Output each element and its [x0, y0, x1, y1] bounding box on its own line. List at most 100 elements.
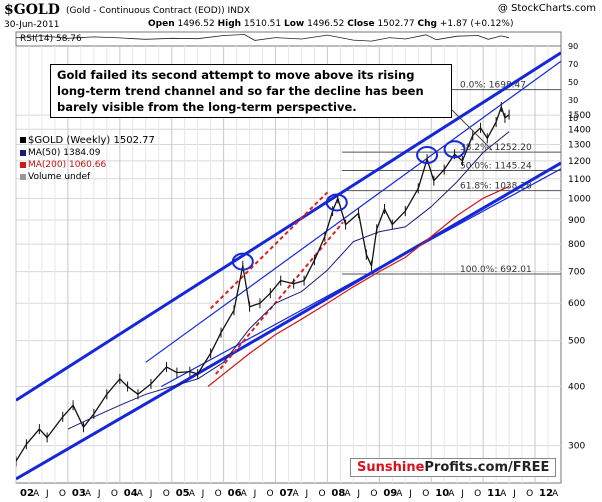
x-tick-label: A [396, 489, 403, 499]
rsi-value: 58.76 [55, 34, 82, 44]
quote-summary: Open 1496.52 High 1510.51 Low 1496.52 Cl… [148, 19, 513, 29]
stockcharts-brand: @ StockCharts.com [497, 3, 596, 14]
x-tick-label: O [526, 489, 533, 499]
ma50-line [67, 131, 510, 430]
chg-label: Chg [417, 19, 437, 29]
x-tick-label: 07 [280, 488, 294, 499]
high-value: 1510.51 [243, 19, 282, 29]
chart-date: 30-Jun-2011 [4, 20, 60, 30]
highlight-circle [443, 140, 466, 159]
chart-subtitle: (Gold - Continuous Contract (EOD)) INDX [66, 6, 251, 16]
trend-channel-line [161, 168, 561, 388]
channel-layer [16, 51, 561, 481]
x-tick-label: A [137, 489, 144, 499]
y-tick-label: 600 [568, 299, 585, 309]
rsi-tick-label: 30 [568, 96, 578, 105]
y-tick-label: 800 [568, 240, 585, 250]
x-tick-label: J [460, 489, 464, 499]
x-tick-label: A [448, 489, 455, 499]
x-tick-label: O [474, 489, 481, 499]
open-label: Open [148, 19, 175, 29]
highlight-circle [325, 193, 348, 212]
price-line [16, 106, 510, 462]
x-tick-label: 11 [487, 488, 501, 499]
highlight-layer [231, 140, 466, 271]
x-tick-label: A [552, 489, 559, 499]
y-tick-label: 1200 [568, 157, 591, 167]
axis-layer: 300 400 500 600 700 800 900 1000 1100 1200 1300 140… [20, 42, 591, 499]
chg-value: +1.87 (+0.12%) [439, 19, 514, 29]
x-tick-label: J [253, 489, 257, 499]
y-tick-label: 1400 [568, 125, 591, 135]
rsi-tick-label: 50 [568, 78, 578, 87]
y-tick-label: 700 [568, 268, 585, 278]
x-tick-label: 04 [124, 488, 138, 499]
fib-level-label: 100.0%: 692.01 [460, 265, 532, 275]
low-label: Low [284, 19, 305, 29]
x-tick-label: 09 [383, 488, 397, 499]
rsi-tick-label: 90 [568, 42, 578, 51]
watermark-sunshine: Sunshine [357, 460, 425, 475]
sunshine-watermark[interactable]: SunshineProfits.com/FREE [350, 458, 557, 477]
watermark-profits: Profits.com/FREE [424, 460, 550, 475]
x-tick-label: O [163, 489, 170, 499]
grid-lines [15, 46, 561, 483]
trend-channel-line [145, 60, 561, 363]
open-value: 1496.52 [177, 19, 215, 29]
trend-channel-line [16, 51, 561, 402]
rsi-name: RSI(14) [20, 34, 54, 44]
y-tick-label: 1000 [568, 194, 591, 204]
x-tick-label: O [111, 489, 118, 499]
trend-channel-line [16, 161, 561, 481]
x-tick-label: O [215, 489, 222, 499]
y-tick-label: 1300 [568, 140, 591, 150]
x-tick-label: J [408, 489, 412, 499]
x-tick-label: J [149, 489, 153, 499]
x-tick-label: 10 [435, 488, 449, 499]
x-tick-label: J [304, 489, 308, 499]
highlight-circle [416, 146, 439, 165]
x-tick-label: A [85, 489, 92, 499]
y-tick-label: 500 [568, 337, 585, 347]
rsi-panel [15, 31, 562, 47]
rsi-line [15, 34, 510, 42]
x-tick-label: A [189, 489, 196, 499]
x-tick-label: O [370, 489, 377, 499]
close-label: Close [347, 19, 375, 29]
x-tick-label: 08 [331, 488, 345, 499]
x-tick-label: A [500, 489, 507, 499]
x-tick-label: J [356, 489, 360, 499]
x-tick-label: 12 [539, 488, 553, 499]
x-tick-label: 03 [72, 488, 86, 499]
x-tick-label: J [97, 489, 101, 499]
rsi-tick-label: 10 [568, 114, 578, 123]
rsi-label: RSI(14) 58.76 [20, 34, 82, 44]
x-tick-label: O [318, 489, 325, 499]
x-tick-label: 02 [20, 488, 34, 499]
x-tick-label: 05 [176, 488, 190, 499]
rsi-layer [15, 34, 510, 42]
high-label: High [217, 19, 242, 29]
y-tick-label: 1100 [568, 175, 591, 185]
x-tick-label: J [512, 489, 516, 499]
ma200-line [207, 185, 510, 387]
rsi-tick-label: 70 [568, 60, 578, 69]
legend: $GOLD (Weekly) 1502.77 MA(50) 1384.09 MA… [20, 135, 155, 183]
fib-level-label: 50.0%: 1145.24 [460, 161, 532, 171]
y-tick-label: 900 [568, 216, 585, 226]
callout-pointer [451, 109, 493, 151]
dashed-trend-line [215, 221, 344, 375]
legend-ma200: MA(200) 1060.66 [20, 159, 155, 171]
x-tick-label: 06 [228, 488, 242, 499]
x-tick-label: A [241, 489, 248, 499]
fib-level-label: 38.2%: 1252.20 [460, 143, 532, 153]
highlight-circle [231, 252, 254, 271]
low-value: 1496.52 [307, 19, 345, 29]
x-tick-label: O [422, 489, 429, 499]
legend-ma50: MA(50) 1384.09 [20, 147, 155, 159]
y-tick-label: 300 [568, 442, 585, 452]
chart-symbol: $GOLD [4, 2, 60, 18]
fib-level-label: 61.8%: 1038.28 [460, 182, 532, 192]
